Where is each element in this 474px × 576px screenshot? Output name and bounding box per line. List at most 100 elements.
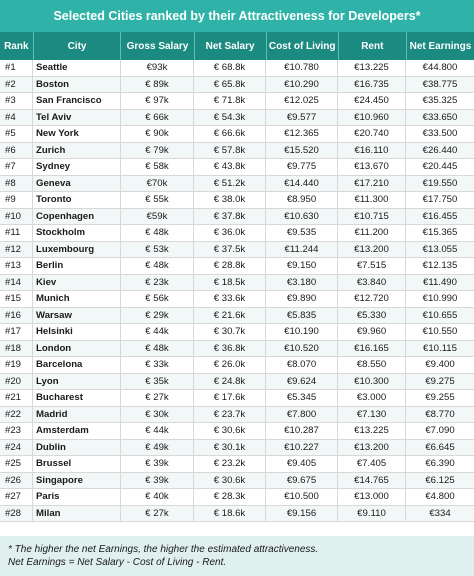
rent-cell: €10.715 (338, 208, 406, 224)
net-earnings-cell: €9.255 (425, 392, 455, 404)
gross-salary-cell: € 23k (121, 274, 194, 290)
gross-salary-cell: € 48k (121, 340, 194, 356)
net-salary-cell: € 18.5k (194, 274, 266, 290)
rent-cell: €7.130 (338, 406, 406, 422)
city-cell: New York (33, 126, 121, 142)
table-row: #6 Zurich € 79k € 57.8k €15.520 €16.110 €26.44… (0, 142, 474, 159)
gross-salary-cell: € 56k (121, 291, 194, 307)
table-row: #19 Barcelona € 33k € 26.0k €8.070 €8.550 €9.4… (0, 357, 474, 374)
city-cell: Milan (33, 505, 121, 521)
cost-of-living-cell: €10.190 (266, 324, 338, 340)
header-rent: Rent (339, 32, 407, 60)
rent-cell: €16.165 (338, 340, 406, 356)
rank-cell: #27 (0, 489, 33, 505)
rank-cell: #21 (0, 390, 33, 406)
city-cell: Madrid (33, 406, 121, 422)
gross-salary-cell: € 29k (121, 307, 194, 323)
cost-of-living-cell: €9.535 (266, 225, 338, 241)
net-earnings-cell: €10.550 (422, 326, 458, 338)
net-earnings-cell: €6.390 (425, 458, 455, 470)
cost-of-living-cell: €10.630 (266, 208, 338, 224)
net-earnings-cell: €10.655 (422, 309, 458, 321)
city-cell: Lyon (33, 373, 121, 389)
rank-cell: #5 (0, 126, 33, 142)
header-city: City (34, 32, 122, 60)
net-salary-cell: € 66.6k (194, 126, 266, 142)
city-cell: London (33, 340, 121, 356)
net-salary-cell: € 57.8k (194, 142, 266, 158)
city-cell: Brussel (33, 456, 121, 472)
net-earnings-cell: €11.490 (423, 276, 457, 288)
net-salary-cell: € 37.8k (194, 208, 266, 224)
net-salary-cell: € 37.5k (194, 241, 266, 257)
rent-cell: €17.210 (338, 175, 406, 191)
cost-of-living-cell: €12.365 (266, 126, 338, 142)
net-earnings-cell: €15.365 (422, 227, 458, 239)
net-salary-cell: € 51.2k (194, 175, 266, 191)
city-cell: Berlin (33, 258, 121, 274)
gross-salary-cell: € 35k (121, 373, 194, 389)
table-row: #4 Tel Aviv € 66k € 54.3k €9.577 €10.960 €33.6… (0, 109, 474, 126)
header-rank: Rank (0, 32, 34, 60)
gross-salary-cell: € 58k (121, 159, 194, 175)
rent-cell: €7.405 (338, 456, 406, 472)
net-salary-cell: € 30.6k (194, 423, 266, 439)
rank-cell: #23 (0, 423, 33, 439)
rent-cell: €9.960 (338, 324, 406, 340)
rent-cell: €11.300 (338, 192, 406, 208)
gross-salary-cell: € 40k (121, 489, 194, 505)
rank-cell: #16 (0, 307, 33, 323)
rent-cell: €13.225 (338, 60, 406, 76)
rank-cell: #4 (0, 109, 33, 125)
city-cell: Barcelona (33, 357, 121, 373)
cost-of-living-cell: €10.227 (266, 439, 338, 455)
gross-salary-cell: € 27k (121, 390, 194, 406)
rank-cell: #10 (0, 208, 33, 224)
table-title: Selected Cities ranked by their Attracti… (0, 0, 474, 32)
gross-salary-cell: € 66k (121, 109, 194, 125)
city-cell: Seattle (33, 60, 121, 76)
table-row: #28 Milan € 27k € 18.6k €9.156 €9.110 €334 (0, 505, 474, 522)
gross-salary-cell: € 89k (121, 76, 194, 92)
table-row: #9 Toronto € 55k € 38.0k €8.950 €11.300 €17.75… (0, 192, 474, 209)
city-cell: Kiev (33, 274, 121, 290)
city-cell: Copenhagen (33, 208, 121, 224)
footnote-attractiveness: * The higher the net Earnings, the highe… (8, 544, 319, 555)
table-row: #22 Madrid € 30k € 23.7k €7.800 €7.130 €8.770 (0, 406, 474, 423)
header-cost-of-living: Cost of Living (267, 32, 339, 60)
gross-salary-cell: € 79k (121, 142, 194, 158)
rank-cell: #19 (0, 357, 33, 373)
net-earnings-cell: €26.440 (422, 144, 458, 156)
net-salary-cell: € 38.0k (194, 192, 266, 208)
gross-salary-cell: € 90k (121, 126, 194, 142)
net-earnings-cell: €33.500 (422, 128, 458, 140)
net-earnings-cell: €10.115 (423, 342, 457, 354)
rent-cell: €16.110 (338, 142, 406, 158)
city-cell: Munich (33, 291, 121, 307)
net-earnings-cell: €10.990 (422, 293, 458, 305)
rank-cell: #20 (0, 373, 33, 389)
gross-salary-cell: € 48k (121, 225, 194, 241)
gross-salary-cell: € 48k (121, 258, 194, 274)
header-net-earnings: Net Earnings (409, 40, 472, 52)
cost-of-living-cell: €8.950 (266, 192, 338, 208)
table-row: #10 Copenhagen €59k € 37.8k €10.630 €10.715 €1… (0, 208, 474, 225)
ranking-table-card: Selected Cities ranked by their Attracti… (0, 0, 474, 536)
table-row: #11 Stockholm € 48k € 36.0k €9.535 €11.200 €15… (0, 225, 474, 242)
net-salary-cell: € 23.7k (194, 406, 266, 422)
table-row: #3 San Francisco € 97k € 71.8k €12.025 €24.45… (0, 93, 474, 110)
city-cell: Bucharest (33, 390, 121, 406)
net-salary-cell: € 65.8k (194, 76, 266, 92)
cost-of-living-cell: €9.405 (266, 456, 338, 472)
net-earnings-cell: €9.275 (425, 375, 455, 387)
net-salary-cell: € 28.8k (194, 258, 266, 274)
rent-cell: €11.200 (338, 225, 406, 241)
table-row: #16 Warsaw € 29k € 21.6k €5.835 €5.330 €10.655 (0, 307, 474, 324)
city-cell: Dublin (33, 439, 121, 455)
rent-cell: €13.200 (338, 439, 406, 455)
net-earnings-cell: €33.650 (422, 111, 458, 123)
net-earnings-cell: €35.325 (422, 95, 458, 107)
rank-cell: #6 (0, 142, 33, 158)
city-cell: Paris (33, 489, 121, 505)
net-salary-cell: € 17.6k (194, 390, 266, 406)
